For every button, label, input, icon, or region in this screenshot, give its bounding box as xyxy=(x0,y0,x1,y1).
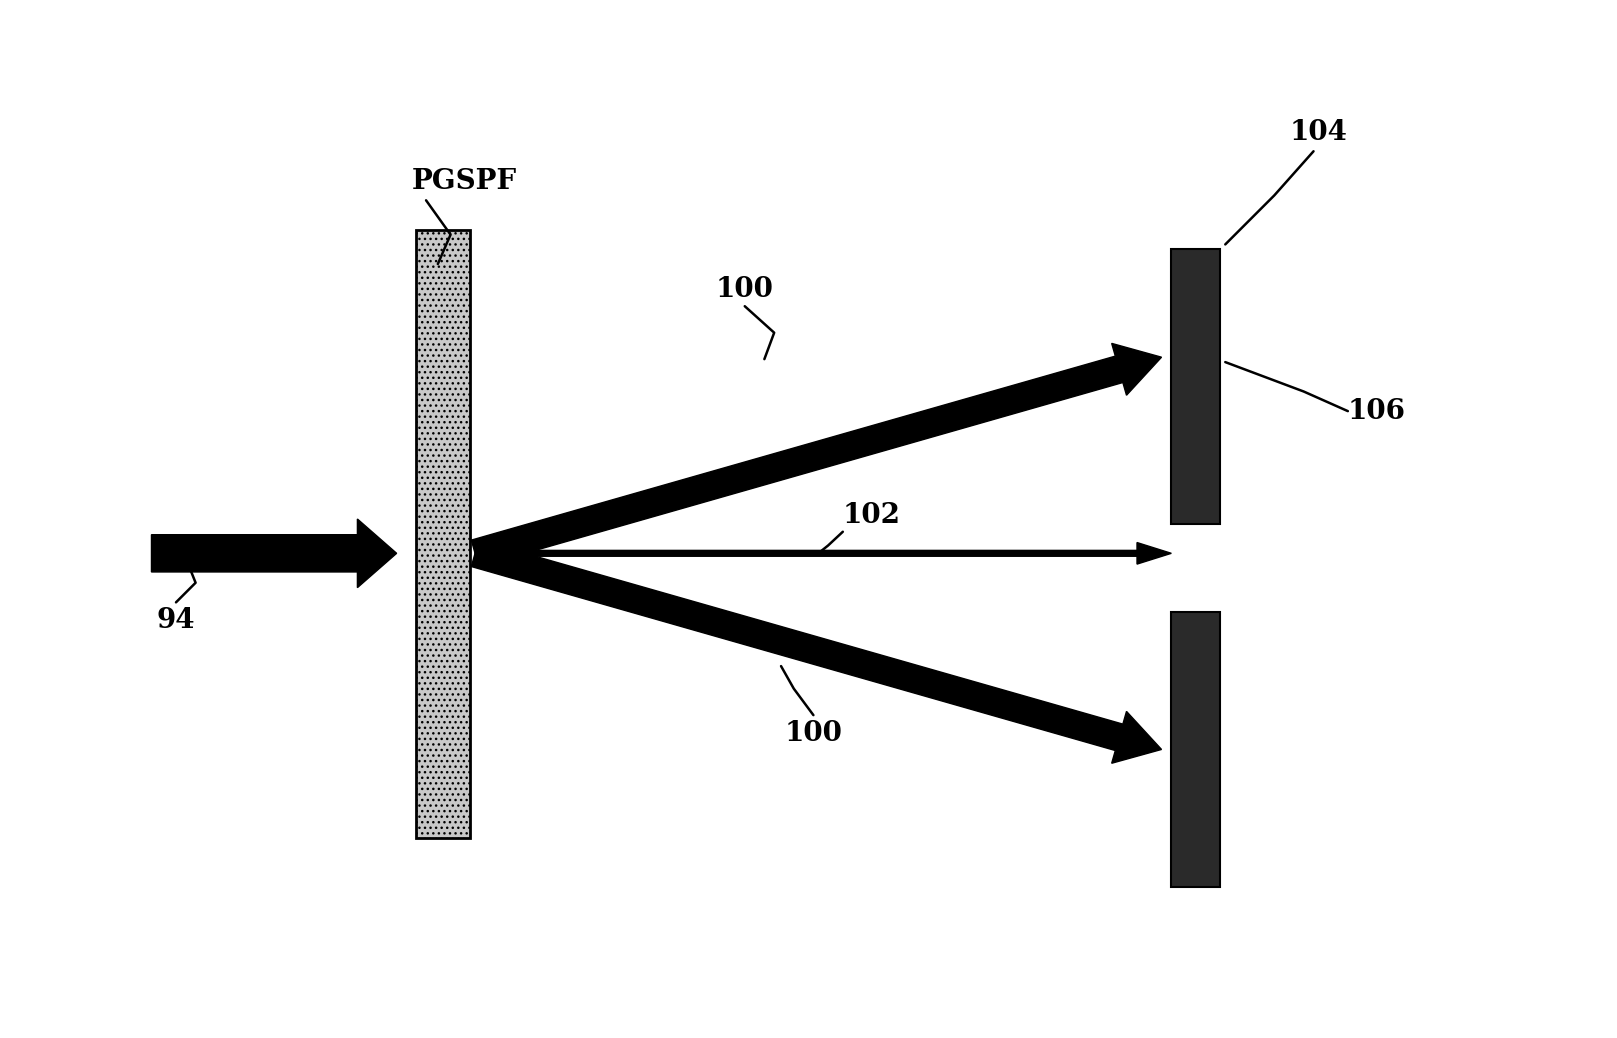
Text: 104: 104 xyxy=(1289,119,1347,146)
Text: 102: 102 xyxy=(842,501,901,528)
Text: 100: 100 xyxy=(716,276,773,303)
Text: 100: 100 xyxy=(784,720,842,747)
Text: PGSPF: PGSPF xyxy=(411,168,516,195)
Bar xyxy=(416,229,471,838)
FancyArrow shape xyxy=(475,543,1171,564)
Text: 94: 94 xyxy=(157,607,196,634)
Bar xyxy=(1171,249,1221,524)
Text: 106: 106 xyxy=(1349,398,1405,425)
FancyArrow shape xyxy=(152,519,396,588)
FancyArrow shape xyxy=(471,540,1161,763)
Bar xyxy=(1171,612,1221,886)
FancyArrow shape xyxy=(471,344,1161,567)
